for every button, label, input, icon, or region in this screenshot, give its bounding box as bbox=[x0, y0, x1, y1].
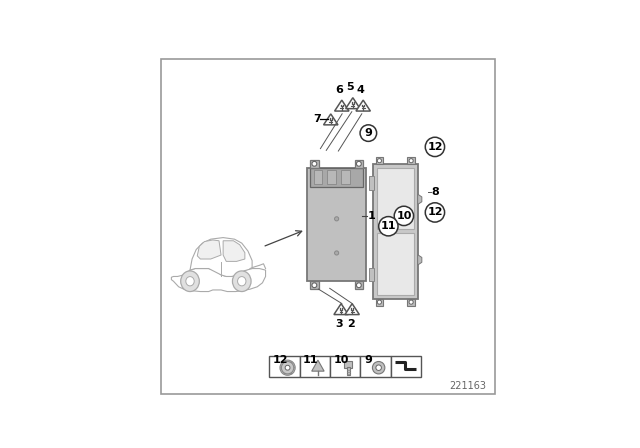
Circle shape bbox=[372, 362, 385, 374]
Text: 11: 11 bbox=[303, 355, 319, 365]
Bar bbox=[373, 164, 418, 299]
Circle shape bbox=[425, 137, 445, 156]
Text: 12: 12 bbox=[273, 355, 288, 365]
Circle shape bbox=[356, 283, 362, 288]
Bar bbox=[310, 281, 319, 289]
Text: 7: 7 bbox=[313, 114, 321, 124]
Text: 9: 9 bbox=[364, 128, 372, 138]
Circle shape bbox=[285, 365, 290, 370]
Polygon shape bbox=[172, 268, 266, 292]
Bar bbox=[407, 299, 415, 306]
Circle shape bbox=[409, 159, 413, 163]
Text: 8: 8 bbox=[431, 187, 439, 197]
Bar bbox=[377, 233, 413, 294]
Bar bbox=[407, 157, 415, 164]
Text: 5: 5 bbox=[346, 82, 353, 92]
Bar bbox=[369, 267, 374, 281]
Polygon shape bbox=[190, 237, 252, 276]
Bar bbox=[355, 160, 363, 168]
Circle shape bbox=[378, 300, 381, 304]
Bar bbox=[355, 281, 363, 289]
Circle shape bbox=[394, 206, 413, 225]
Bar bbox=[377, 168, 413, 229]
Polygon shape bbox=[356, 100, 371, 111]
Circle shape bbox=[280, 360, 295, 375]
Polygon shape bbox=[312, 360, 324, 371]
Polygon shape bbox=[418, 255, 422, 265]
Circle shape bbox=[335, 251, 339, 255]
Bar bbox=[376, 157, 383, 164]
Bar bbox=[327, 170, 336, 184]
Ellipse shape bbox=[232, 271, 251, 292]
Circle shape bbox=[335, 217, 339, 221]
Circle shape bbox=[425, 203, 445, 222]
Bar bbox=[369, 176, 374, 190]
Bar bbox=[300, 356, 330, 377]
Bar bbox=[376, 299, 383, 306]
Circle shape bbox=[360, 125, 376, 142]
Bar bbox=[269, 356, 300, 377]
Circle shape bbox=[378, 159, 381, 163]
Bar bbox=[330, 356, 360, 377]
Circle shape bbox=[356, 161, 362, 166]
Text: 9: 9 bbox=[364, 355, 372, 365]
Ellipse shape bbox=[186, 276, 194, 286]
Circle shape bbox=[312, 283, 317, 288]
Ellipse shape bbox=[180, 271, 199, 292]
Text: 221163: 221163 bbox=[450, 381, 486, 391]
Ellipse shape bbox=[237, 276, 246, 286]
Polygon shape bbox=[197, 240, 221, 259]
Text: 11: 11 bbox=[381, 221, 396, 231]
Text: 3: 3 bbox=[335, 319, 343, 328]
Polygon shape bbox=[335, 100, 349, 111]
Bar bbox=[391, 356, 421, 377]
Circle shape bbox=[282, 362, 294, 374]
Bar bbox=[307, 168, 366, 281]
Bar bbox=[360, 356, 391, 377]
Bar bbox=[346, 367, 350, 375]
Polygon shape bbox=[334, 304, 348, 314]
Text: 10: 10 bbox=[333, 355, 349, 365]
Text: 1: 1 bbox=[368, 211, 376, 221]
Circle shape bbox=[312, 161, 317, 166]
Text: 10: 10 bbox=[396, 211, 412, 221]
Text: 2: 2 bbox=[347, 319, 355, 328]
Text: 12: 12 bbox=[427, 142, 443, 152]
Circle shape bbox=[376, 365, 381, 370]
Text: 4: 4 bbox=[356, 85, 364, 95]
Polygon shape bbox=[324, 114, 338, 125]
Bar bbox=[310, 160, 319, 168]
Polygon shape bbox=[345, 304, 359, 314]
Bar bbox=[310, 168, 363, 186]
Text: 6: 6 bbox=[335, 85, 342, 95]
Bar bbox=[344, 362, 353, 368]
Polygon shape bbox=[346, 98, 360, 108]
Polygon shape bbox=[223, 241, 245, 261]
Bar bbox=[341, 170, 349, 184]
Circle shape bbox=[409, 300, 413, 304]
Polygon shape bbox=[418, 194, 422, 204]
Bar bbox=[314, 170, 322, 184]
Circle shape bbox=[379, 216, 398, 236]
Text: 12: 12 bbox=[427, 207, 443, 217]
